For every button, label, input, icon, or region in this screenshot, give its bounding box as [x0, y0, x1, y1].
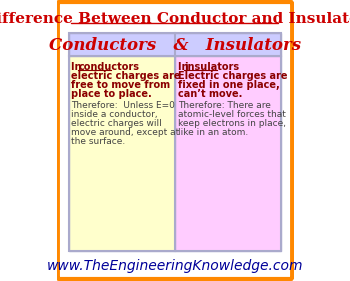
- Text: can’t move.: can’t move.: [178, 89, 242, 99]
- Text: the surface.: the surface.: [71, 137, 126, 146]
- Text: insulators: insulators: [184, 62, 240, 72]
- Text: www.TheEngineeringKnowledge.com: www.TheEngineeringKnowledge.com: [47, 259, 303, 273]
- Text: inside a conductor,: inside a conductor,: [71, 110, 158, 119]
- Text: conductors: conductors: [78, 62, 139, 72]
- Text: In: In: [178, 62, 191, 72]
- Bar: [69, 56, 175, 251]
- Text: like in an atom.: like in an atom.: [178, 128, 248, 137]
- Text: place to place.: place to place.: [71, 89, 152, 99]
- Text: Difference Between Conductor and Insulator: Difference Between Conductor and Insulat…: [0, 12, 350, 26]
- Text: atomic-level forces that: atomic-level forces that: [178, 110, 286, 119]
- Text: electric charges are: electric charges are: [71, 71, 181, 81]
- Text: free to move from: free to move from: [71, 80, 170, 90]
- Text: In: In: [71, 62, 85, 72]
- Text: keep electrons in place,: keep electrons in place,: [178, 119, 286, 128]
- Bar: [69, 33, 281, 56]
- Text: fixed in one place,: fixed in one place,: [178, 80, 279, 90]
- Bar: [175, 56, 281, 251]
- Text: Therefore:  Unless E=0: Therefore: Unless E=0: [71, 101, 175, 110]
- Bar: [69, 33, 281, 251]
- Text: Therefore: There are: Therefore: There are: [178, 101, 271, 110]
- FancyBboxPatch shape: [58, 2, 292, 279]
- Text: electric charges will: electric charges will: [71, 119, 162, 128]
- Text: move around, except at: move around, except at: [71, 128, 180, 137]
- Text: Conductors   &   Insulators: Conductors & Insulators: [49, 37, 301, 53]
- Text: Electric charges are: Electric charges are: [178, 71, 287, 81]
